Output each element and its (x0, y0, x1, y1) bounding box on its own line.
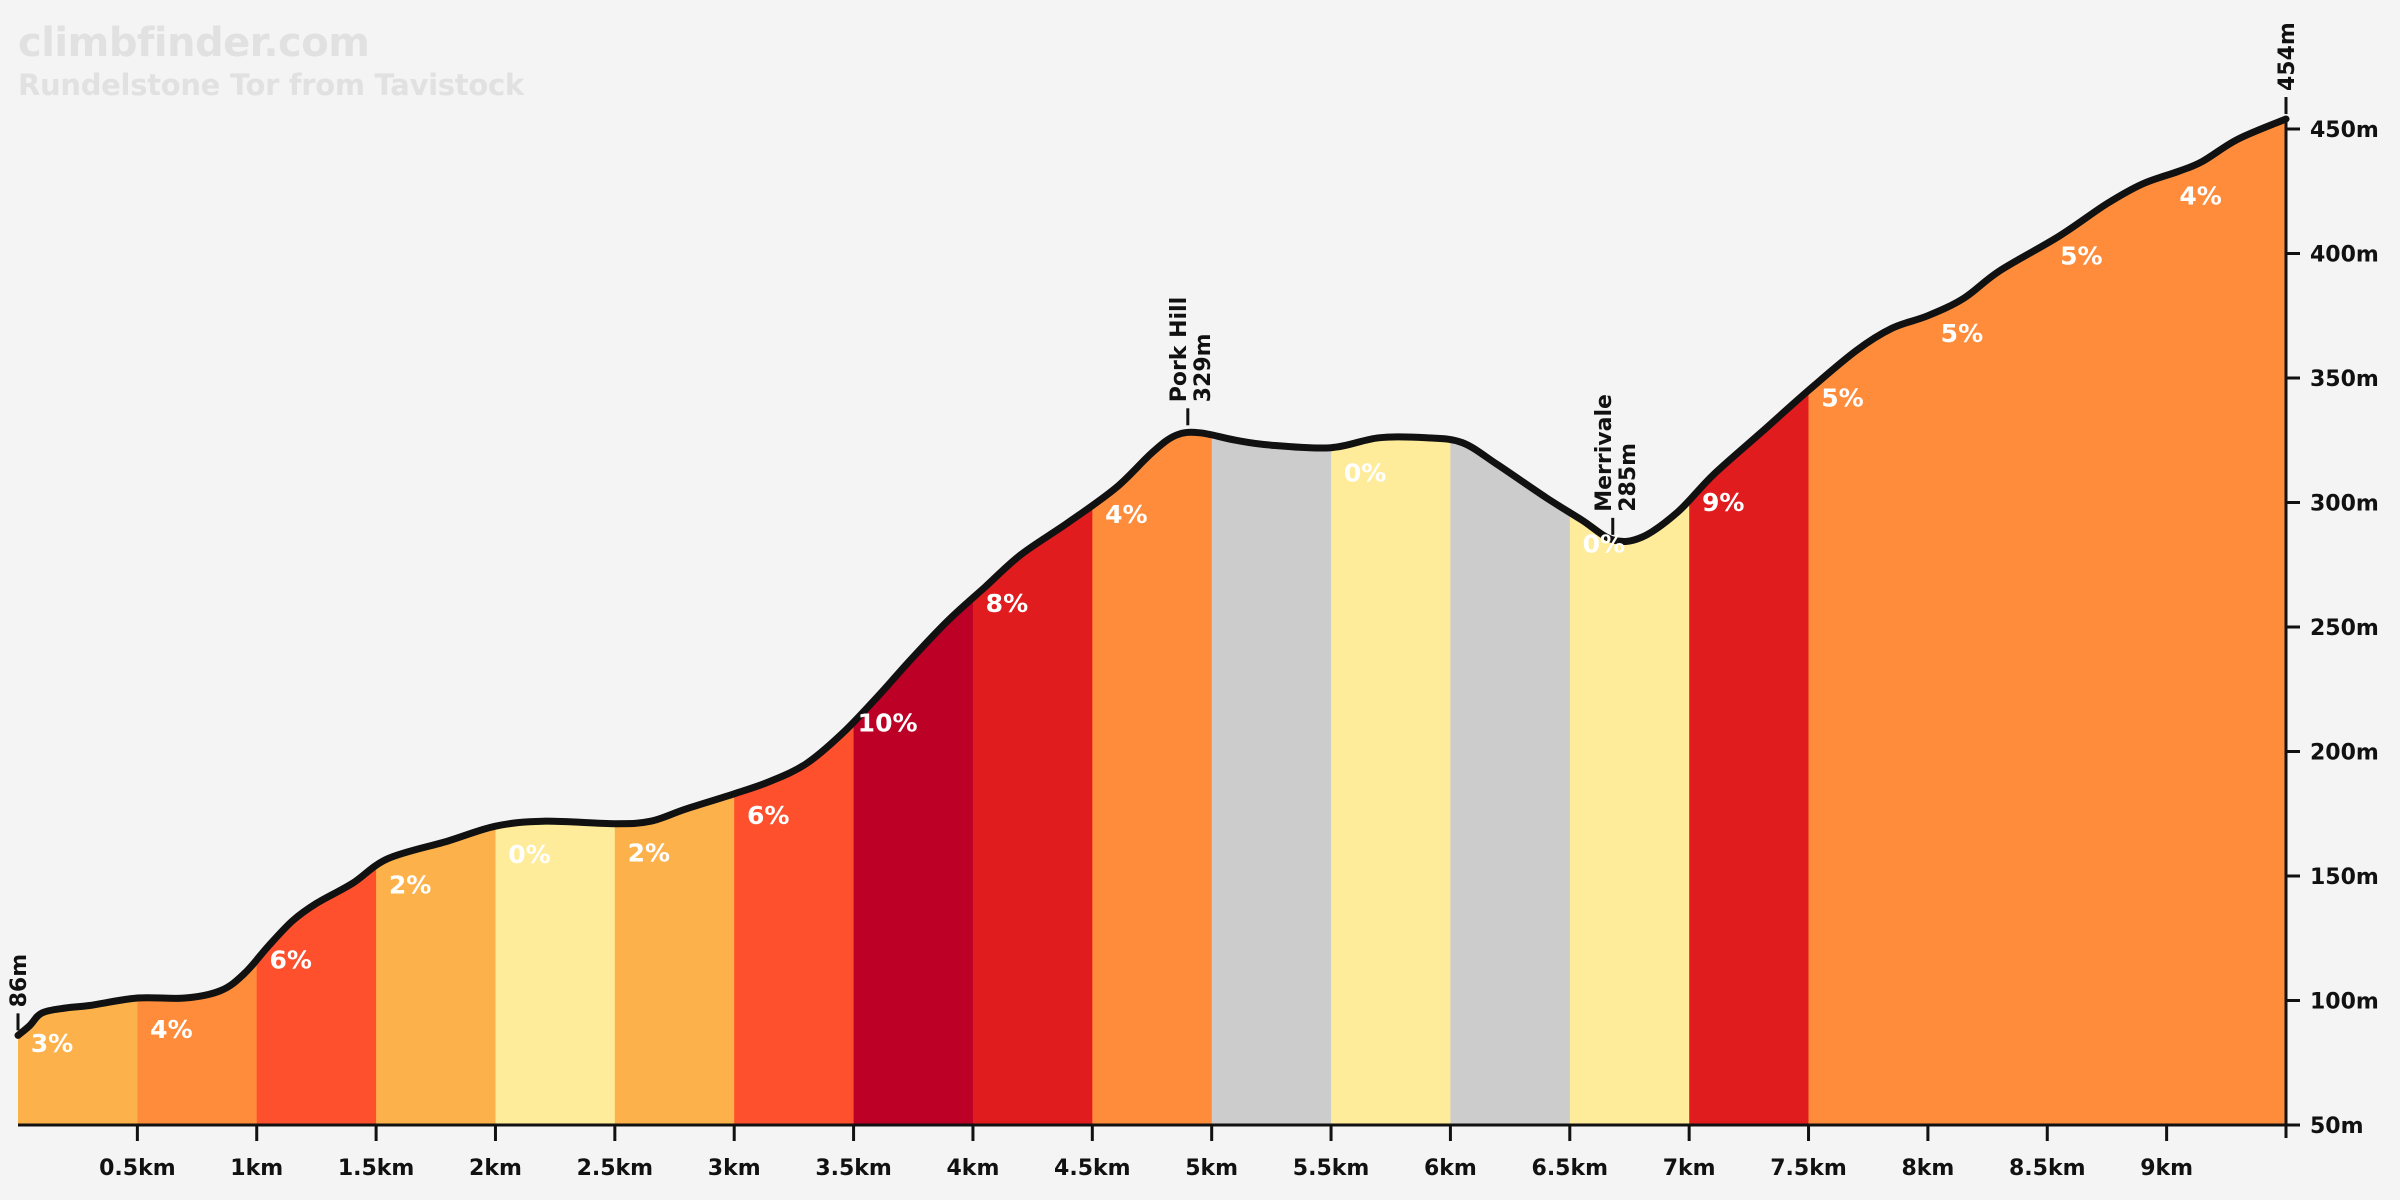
gradient-segment-16 (1808, 119, 1929, 1125)
x-tick-label: 6km (1424, 1156, 1477, 1181)
x-tick-label: 7.5km (1770, 1156, 1847, 1181)
annotation-elevation: 285m (1616, 443, 1641, 512)
gradient-segment-8 (853, 119, 974, 1125)
axes: 0.5km 1km 1.5km 2km 2.5km 3km 3.5km 4km 4.5km 5km… (18, 118, 2379, 1181)
gradient-label-14: 0% (1583, 530, 1625, 559)
x-tick-label: 4.5km (1054, 1156, 1131, 1181)
gradient-label-4: 2% (389, 871, 431, 900)
gradient-segment-10 (1092, 119, 1213, 1125)
gradient-segment-6 (614, 119, 735, 1125)
gradient-label-3: 6% (269, 945, 311, 974)
y-tick-label: 200m (2310, 741, 2379, 766)
gradient-label-6: 2% (628, 839, 670, 868)
x-tick-label: 2km (469, 1156, 522, 1181)
x-tick-label: 0.5km (99, 1156, 176, 1181)
gradient-label-15: 9% (1702, 488, 1744, 517)
y-tick-label: 250m (2310, 616, 2379, 641)
annotation-4: 454m (2275, 22, 2300, 91)
gradient-label-10: 4% (1105, 500, 1147, 529)
gradient-label-5: 0% (508, 840, 550, 869)
gradient-segment-13 (1450, 119, 1571, 1125)
gradient-segments (18, 119, 2286, 1125)
gradient-label-1: 3% (31, 1029, 73, 1058)
gradient-segment-5 (495, 119, 616, 1125)
y-tick-label: 350m (2310, 367, 2379, 392)
gradient-segment-11 (1211, 119, 1332, 1125)
gradient-label-16: 5% (1821, 384, 1863, 413)
gradient-segment-4 (376, 119, 497, 1125)
annotation-3: Merrivale 285m (1592, 394, 1641, 512)
x-tick-label: 8.5km (2009, 1156, 2086, 1181)
annotation-elevation: 329m (1191, 333, 1216, 402)
gradient-label-18: 5% (2060, 242, 2102, 271)
x-tick-label: 2.5km (577, 1156, 654, 1181)
climb-title: Rundelstone Tor from Tavistock (18, 68, 524, 102)
profile-line-group (14, 115, 2290, 1039)
y-tick-label: 300m (2310, 492, 2379, 517)
site-brand: climbfinder.com (18, 20, 370, 66)
gradient-labels: 3% 4% 6% 2% 0% 2% 6% 10% 8% 4% 0% 0% 9% 5% 5% 5% 4% (31, 181, 2222, 1058)
gradient-label-7: 6% (747, 801, 789, 830)
x-tick-label: 9km (2140, 1156, 2193, 1181)
x-tick-label: 6.5km (1532, 1156, 1609, 1181)
gradient-segment-2 (137, 119, 258, 1125)
y-tick-label: 50m (2310, 1114, 2364, 1139)
annotation-elevation: 454m (2275, 22, 2300, 91)
annotation-1: 86m (7, 954, 32, 1008)
x-tick-label: 3km (708, 1156, 761, 1181)
gradient-label-17: 5% (1941, 319, 1983, 348)
y-tick-label: 450m (2310, 118, 2379, 143)
gradient-label-12: 0% (1344, 459, 1386, 488)
annotation-elevation: 86m (7, 954, 32, 1008)
gradient-segment-14 (1569, 119, 1690, 1125)
x-tick-label: 3.5km (815, 1156, 892, 1181)
x-tick-label: 5km (1185, 1156, 1238, 1181)
gradient-segment-18 (2047, 119, 2168, 1125)
gradient-segment-7 (734, 119, 855, 1125)
gradient-label-9: 8% (986, 589, 1028, 618)
x-tick-label: 4km (947, 1156, 1000, 1181)
x-tick-label: 5.5km (1293, 1156, 1370, 1181)
elevation-annotations: 86m Pork Hill 329m Merrivale 285m 454m (7, 22, 2300, 1031)
gradient-segment-9 (972, 119, 1093, 1125)
x-tick-label: 7km (1663, 1156, 1716, 1181)
gradient-label-2: 4% (150, 1015, 192, 1044)
annotation-name: Merrivale (1592, 394, 1617, 512)
gradient-segment-19 (2166, 119, 2286, 1125)
gradient-label-8: 10% (858, 708, 918, 737)
gradient-segment-1 (18, 119, 138, 1125)
x-tick-label: 1km (230, 1156, 283, 1181)
x-tick-label: 1.5km (338, 1156, 415, 1181)
gradient-segment-12 (1331, 119, 1452, 1125)
gradient-segment-17 (1927, 119, 2048, 1125)
y-tick-label: 150m (2310, 865, 2379, 890)
annotation-name: Pork Hill (1167, 297, 1192, 402)
gradient-segment-15 (1689, 119, 1810, 1125)
annotation-2: Pork Hill 329m (1167, 297, 1216, 402)
x-tick-label: 8km (1901, 1156, 1954, 1181)
y-tick-label: 100m (2310, 990, 2379, 1015)
gradient-label-19: 4% (2179, 181, 2221, 210)
y-tick-label: 400m (2310, 243, 2379, 268)
elevation-profile-line (14, 115, 2290, 1039)
